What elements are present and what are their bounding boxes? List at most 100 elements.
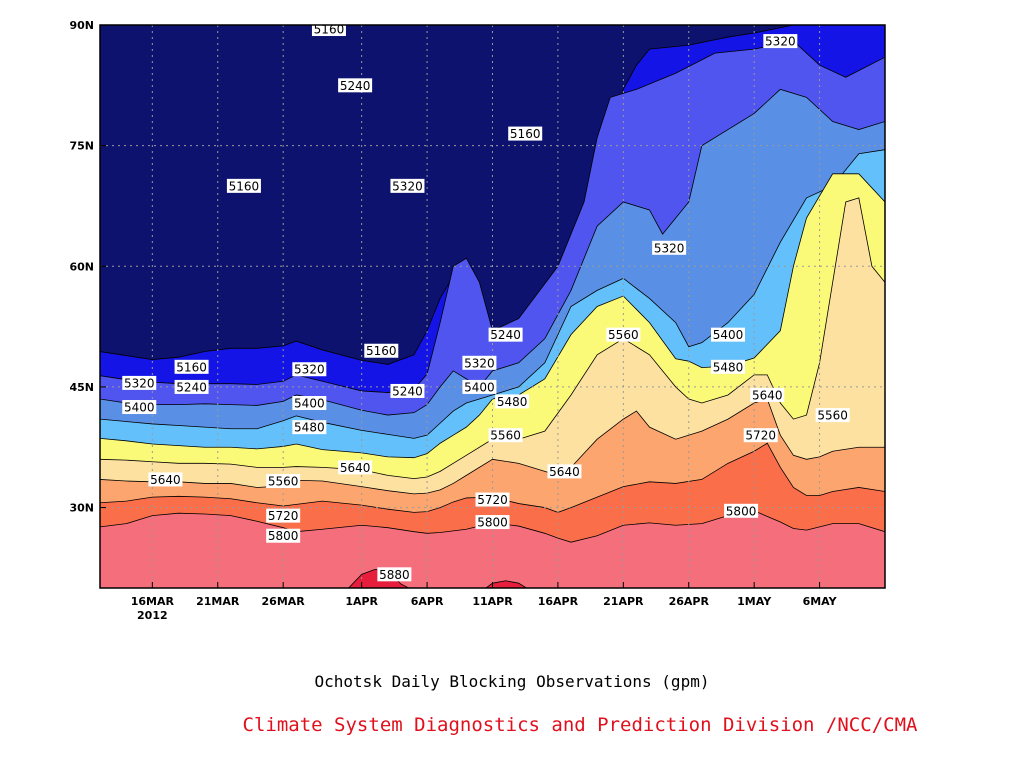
- contour-label-box: [292, 420, 327, 435]
- contour-label-text: 5400: [464, 380, 495, 394]
- contour-label: 5800: [475, 515, 510, 530]
- contour-label-box: [148, 472, 183, 487]
- contour-label-text: 5160: [176, 360, 207, 374]
- contour-label-box: [475, 492, 510, 507]
- contour-label: 5400: [462, 379, 497, 394]
- contour-label-box: [488, 428, 523, 443]
- contour-label: 5640: [148, 472, 183, 487]
- contour-label: 5240: [174, 379, 209, 394]
- contour-label: 5160: [226, 178, 261, 193]
- contour-line-5720: [100, 442, 885, 513]
- x-tick-label: 21MAR: [196, 595, 240, 608]
- contour-label: 5480: [711, 359, 745, 374]
- contour-label: 5400: [711, 327, 745, 342]
- contour-label-box: [750, 387, 785, 402]
- contour-label-box: [652, 240, 687, 255]
- contour-label: 5560: [266, 474, 301, 489]
- contour-label-text: 5160: [229, 179, 260, 193]
- contour-label: 5400: [122, 400, 157, 415]
- contour-label-text: 5480: [294, 421, 325, 435]
- contour-label: 5160: [174, 359, 209, 374]
- contour-label: 5240: [338, 78, 373, 93]
- contour-line-5880: [100, 569, 885, 588]
- contour-label-text: 5480: [497, 395, 528, 409]
- contour-labels: 5160 5240 5160 5160 5320 5320 5320 5240 5160 5160…: [122, 23, 850, 582]
- contour-label-text: 5240: [490, 328, 521, 342]
- contour-label: 5400: [292, 396, 327, 411]
- contour-label-box: [763, 34, 798, 49]
- x-tick-label: 21APR: [603, 595, 644, 608]
- contour-label-text: 5400: [294, 397, 325, 411]
- contour-label-text: 5720: [745, 429, 776, 443]
- x-tick-label: 11APR: [472, 595, 513, 608]
- contour-label-text: 5160: [314, 23, 345, 37]
- contour-label-box: [711, 327, 745, 342]
- contour-label-box: [266, 528, 301, 543]
- contour-label-text: 5560: [490, 429, 521, 443]
- contour-label: 5880: [377, 567, 412, 582]
- y-tick-label: 30N: [69, 502, 94, 515]
- contour-label-text: 5240: [392, 384, 423, 398]
- plot-area: 5160 5240 5160 5160 5320 5320 5320 5240 5160 5160…: [100, 23, 885, 588]
- contour-label-box: [495, 394, 530, 409]
- contour-label-text: 5720: [268, 509, 299, 523]
- contour-label: 5160: [508, 126, 543, 141]
- x-tick-label: 16APR: [538, 595, 579, 608]
- contour-label-box: [606, 327, 641, 342]
- chart-title: Ochotsk Daily Blocking Observations (gpm…: [314, 672, 710, 691]
- contour-label-box: [743, 428, 778, 443]
- contour-label: 5240: [390, 383, 425, 398]
- contour-label: 5160: [311, 23, 346, 37]
- contour-label-text: 5640: [752, 388, 783, 402]
- contour-label: 5560: [815, 408, 850, 423]
- contour-label: 5640: [547, 464, 582, 479]
- contour-label-box: [338, 460, 373, 475]
- contour-line-5400: [100, 149, 885, 439]
- contour-label-box: [364, 343, 399, 358]
- contour-label-text: 5800: [477, 516, 508, 530]
- x-tick-label: 1MAY: [737, 595, 772, 608]
- contour-label-box: [338, 78, 373, 93]
- contour-label: 5480: [495, 394, 530, 409]
- contour-label-text: 5560: [608, 328, 639, 342]
- contour-label-box: [292, 362, 327, 377]
- contour-label-text: 5560: [268, 475, 299, 489]
- chart-credit: Climate System Diagnostics and Predictio…: [242, 714, 918, 736]
- contour-line-5240: [100, 40, 885, 393]
- contour-label-text: 5720: [477, 493, 508, 507]
- contour-label-box: [711, 359, 745, 374]
- contour-line-5480: [100, 173, 885, 459]
- contour-label-text: 5480: [713, 360, 744, 374]
- contour-label-text: 5400: [713, 328, 744, 342]
- contour-label: 5560: [488, 428, 523, 443]
- contour-label-box: [547, 464, 582, 479]
- contour-label-text: 5320: [654, 241, 685, 255]
- contour-label-box: [475, 515, 510, 530]
- contour-label-text: 5640: [150, 473, 181, 487]
- contour-label: 5560: [606, 327, 641, 342]
- contour-label-text: 5320: [464, 356, 495, 370]
- contour-label: 5800: [724, 503, 759, 518]
- contour-line-5640: [100, 398, 885, 495]
- contour-label-box: [174, 359, 209, 374]
- contour-label-text: 5160: [510, 127, 541, 141]
- contour-label-box: [462, 379, 497, 394]
- contour-line-5560: [100, 197, 885, 480]
- x-tick-label: 6MAY: [803, 595, 838, 608]
- contour-label-text: 5320: [294, 363, 325, 377]
- contour-label-box: [122, 400, 157, 415]
- contour-label-text: 5800: [726, 504, 757, 518]
- contour-label: 5640: [338, 460, 373, 475]
- contour-label-text: 5560: [817, 409, 848, 423]
- x-tick-label: 26MAR: [262, 595, 306, 608]
- contour-label-box: [390, 178, 425, 193]
- x-tick-label: 6APR: [411, 595, 444, 608]
- contour-label-box: [462, 355, 497, 370]
- contour-label-box: [226, 178, 261, 193]
- y-tick-label: 60N: [69, 260, 94, 273]
- contour-label: 5320: [763, 34, 798, 49]
- contour-label-text: 5400: [124, 401, 155, 415]
- y-tick-label: 75N: [69, 140, 94, 153]
- x-tick-label: 26APR: [669, 595, 710, 608]
